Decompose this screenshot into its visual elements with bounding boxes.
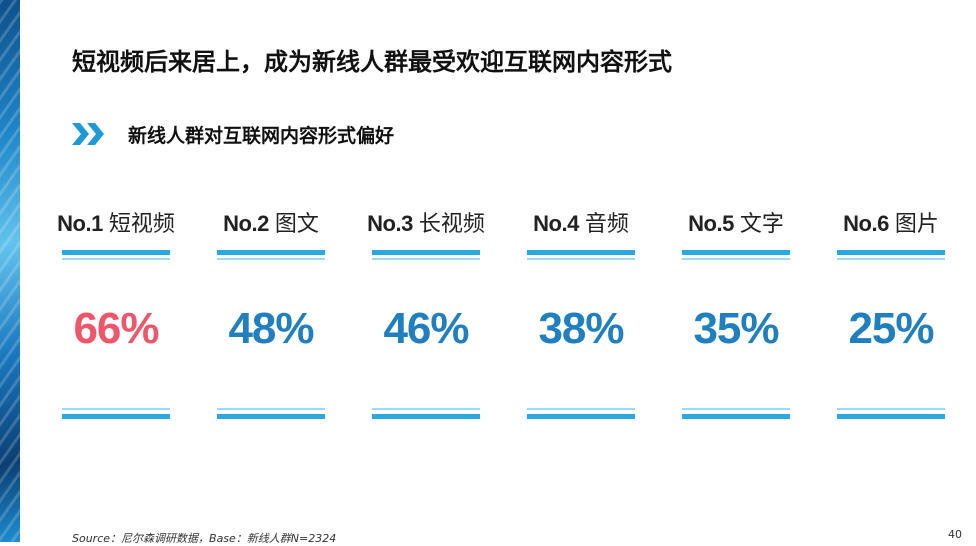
content-type-label: 图片 bbox=[894, 212, 939, 237]
ranking-card-5: No.5 文字 35% bbox=[682, 200, 790, 424]
bottom-divider bbox=[62, 408, 170, 419]
card-label: No.6 图片 bbox=[817, 206, 965, 238]
card-label: No.1 短视频 bbox=[42, 206, 190, 238]
decorative-side-strip bbox=[0, 0, 20, 542]
rank-number: No.3 bbox=[367, 211, 413, 236]
content-type-label: 文字 bbox=[739, 212, 784, 237]
bottom-divider bbox=[527, 408, 635, 419]
card-label: No.2 图文 bbox=[197, 206, 345, 238]
page-title: 短视频后来居上，成为新线人群最受欢迎互联网内容形式 bbox=[72, 48, 672, 76]
percentage-value: 48% bbox=[228, 304, 314, 353]
top-divider bbox=[217, 250, 325, 260]
page-number: 40 bbox=[948, 528, 962, 541]
bottom-divider bbox=[837, 408, 945, 419]
percentage-value: 38% bbox=[538, 304, 624, 353]
top-divider bbox=[837, 250, 945, 260]
rank-number: No.5 bbox=[688, 211, 734, 236]
content-type-label: 图文 bbox=[274, 212, 319, 237]
bottom-divider bbox=[682, 408, 790, 419]
rank-number: No.1 bbox=[57, 211, 103, 236]
top-divider bbox=[372, 250, 480, 260]
bottom-divider bbox=[372, 408, 480, 419]
ranking-card-2: No.2 图文 48% bbox=[217, 200, 325, 424]
rank-number: No.6 bbox=[843, 211, 889, 236]
ranking-card-3: No.3 长视频 46% bbox=[367, 200, 485, 424]
rank-number: No.4 bbox=[533, 211, 579, 236]
content-type-label: 短视频 bbox=[108, 212, 175, 237]
top-divider bbox=[62, 250, 170, 260]
rank-number: No.2 bbox=[223, 211, 269, 236]
percentage-value: 25% bbox=[848, 304, 934, 353]
top-divider bbox=[682, 250, 790, 260]
section-heading: 新线人群对互联网内容形式偏好 bbox=[70, 118, 394, 150]
section-subtitle: 新线人群对互联网内容形式偏好 bbox=[128, 124, 395, 147]
percentage-value: 46% bbox=[383, 304, 469, 353]
ranking-card-4: No.4 音频 38% bbox=[527, 200, 635, 424]
card-label: No.5 文字 bbox=[662, 206, 810, 238]
ranking-card-1: No.1 短视频 66% bbox=[57, 200, 175, 424]
percentage-value: 66% bbox=[73, 304, 159, 353]
top-divider bbox=[527, 250, 635, 260]
bottom-divider bbox=[217, 408, 325, 419]
card-label: No.4 音频 bbox=[507, 206, 655, 238]
percentage-value: 35% bbox=[693, 304, 779, 353]
content-type-label: 长视频 bbox=[418, 212, 485, 237]
source-note: Source：尼尔森调研数据，Base：新线人群N=2324 bbox=[72, 532, 337, 545]
content-type-label: 音频 bbox=[584, 212, 629, 237]
card-label: No.3 长视频 bbox=[352, 206, 500, 238]
double-chevron-right-icon bbox=[72, 123, 104, 145]
ranking-card-6: No.6 图片 25% bbox=[837, 200, 945, 424]
